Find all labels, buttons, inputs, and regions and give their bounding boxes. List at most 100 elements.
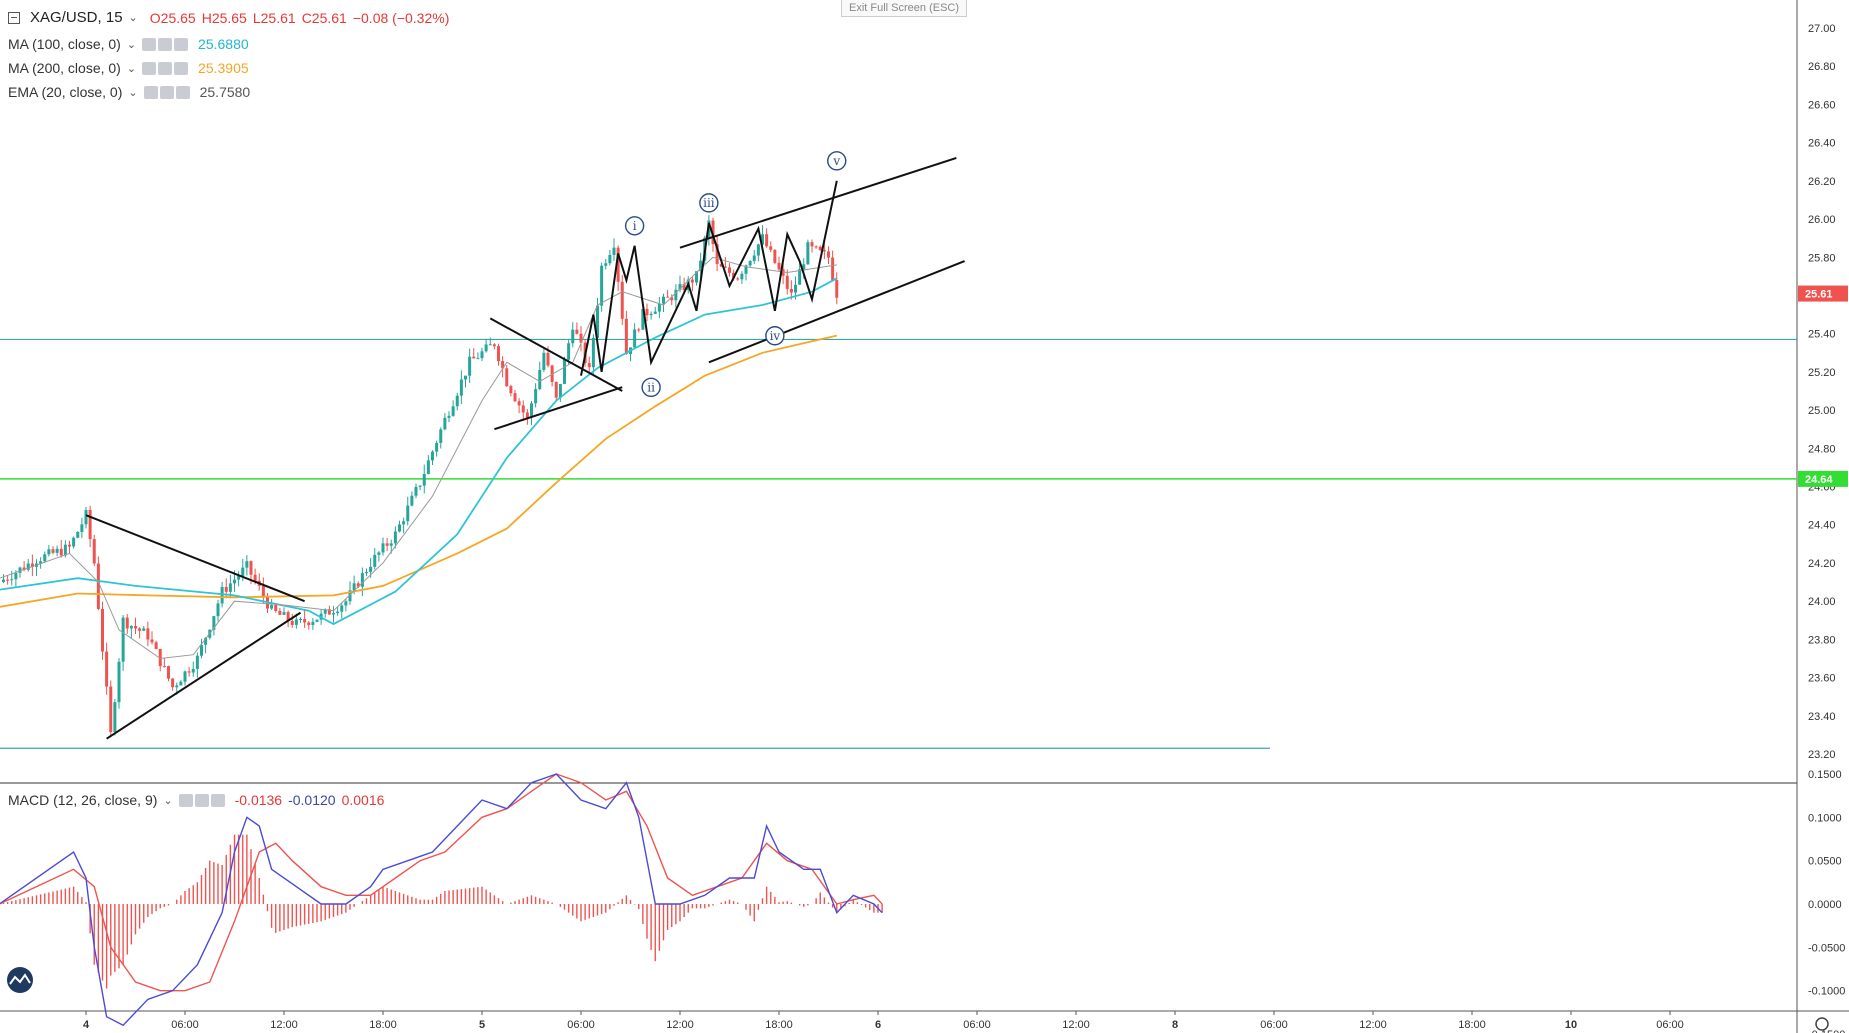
- collapse-legend-icon[interactable]: [8, 11, 20, 24]
- wave-label-circle: [765, 326, 785, 346]
- trendline: [85, 514, 305, 603]
- eye-icon[interactable]: [142, 61, 157, 75]
- price-tick-label: 25.80: [1808, 252, 1836, 264]
- close-icon[interactable]: [174, 37, 189, 51]
- indicator-ma200[interactable]: MA (200, close, 0) ⌄ 25.3905: [8, 60, 249, 76]
- candle-body: [794, 284, 797, 293]
- trendline: [708, 260, 965, 364]
- gear-icon[interactable]: [158, 37, 173, 51]
- candle-body: [204, 637, 208, 645]
- indicator-tools[interactable]: [178, 793, 225, 807]
- candle-body: [410, 495, 414, 506]
- candle-body: [525, 412, 529, 418]
- candle-body: [68, 544, 71, 547]
- candle-body: [740, 273, 744, 280]
- candle-body: [666, 296, 670, 298]
- chevron-down-icon[interactable]: ⌄: [163, 794, 173, 807]
- candle-body: [294, 619, 298, 625]
- macd-value-2: -0.0120: [288, 792, 336, 808]
- indicator-tools[interactable]: [142, 37, 189, 51]
- time-tick-label: 4: [83, 1019, 90, 1031]
- time-tick-label: 06:00: [171, 1019, 199, 1031]
- candle-body: [678, 284, 682, 290]
- gear-icon[interactable]: [159, 85, 174, 99]
- time-tick-label: 06:00: [1656, 1019, 1684, 1031]
- candle-body: [96, 563, 100, 609]
- indicator-name: MACD (12, 26, close, 9): [8, 792, 158, 808]
- chevron-down-icon[interactable]: ⌄: [128, 12, 138, 24]
- candle-body: [443, 417, 447, 430]
- close-icon[interactable]: [210, 793, 225, 807]
- candle-body: [146, 628, 150, 640]
- candle-body: [109, 686, 113, 733]
- exit-fullscreen-button[interactable]: Exit Full Screen (ESC): [841, 0, 967, 17]
- indicator-ema20[interactable]: EMA (20, close, 0) ⌄ 25.7580: [8, 84, 250, 100]
- candle-body: [501, 361, 505, 369]
- candle-body: [129, 626, 133, 629]
- indicator-tools[interactable]: [143, 85, 190, 99]
- candle-body: [187, 671, 191, 673]
- candle-body: [373, 554, 377, 567]
- ema20-line: [0, 256, 837, 660]
- candle-body: [121, 617, 125, 662]
- trendline: [106, 611, 302, 740]
- indicator-macd[interactable]: MACD (12, 26, close, 9) ⌄ -0.0136 -0.012…: [8, 792, 384, 808]
- candle-body: [26, 563, 30, 570]
- candle-body: [781, 269, 785, 276]
- candle-body: [554, 382, 558, 398]
- chevron-down-icon[interactable]: ⌄: [126, 62, 137, 75]
- candle-body: [579, 333, 583, 343]
- price-tick-label: 23.40: [1808, 711, 1836, 723]
- trendline: [489, 317, 623, 392]
- candle-body: [402, 521, 406, 525]
- candle-body: [398, 524, 401, 532]
- time-tick-label: 18:00: [369, 1019, 397, 1031]
- price-tick-label: 25.20: [1808, 367, 1836, 379]
- price-tick-label: 23.60: [1808, 673, 1836, 685]
- gear-icon[interactable]: [158, 61, 173, 75]
- candle-body: [270, 605, 274, 609]
- candle-body: [715, 244, 719, 264]
- gear-icon[interactable]: [194, 793, 209, 807]
- indicator-name: EMA (20, close, 0): [8, 84, 123, 100]
- candle-body: [748, 260, 752, 266]
- indicator-tools[interactable]: [142, 61, 189, 75]
- candle-body: [220, 586, 224, 604]
- candle-body: [818, 246, 822, 251]
- candle-body: [377, 552, 381, 555]
- time-tick-label: 06:00: [963, 1019, 991, 1031]
- macd-tick-label: -0.0500: [1808, 942, 1845, 954]
- candle-body: [521, 405, 525, 413]
- chevron-down-icon[interactable]: ⌄: [126, 38, 137, 51]
- candle-body: [101, 608, 104, 652]
- macd-tick-label: 0.1500: [1808, 769, 1842, 781]
- chevron-down-icon[interactable]: ⌄: [128, 86, 138, 99]
- close-icon[interactable]: [174, 61, 189, 75]
- candle-body: [488, 344, 492, 346]
- eye-icon[interactable]: [178, 793, 193, 807]
- candle-body: [88, 509, 92, 540]
- price-tick-label: 23.20: [1808, 749, 1836, 761]
- close-icon[interactable]: [175, 85, 190, 99]
- eye-icon[interactable]: [142, 37, 157, 51]
- candle-body: [657, 303, 661, 312]
- time-tick-label: 06:00: [1260, 1019, 1288, 1031]
- candle-body: [513, 393, 517, 402]
- candle-body: [695, 271, 698, 283]
- candle-body: [509, 386, 513, 394]
- candle-body: [360, 573, 364, 587]
- eye-icon[interactable]: [143, 85, 158, 99]
- indicator-ma100[interactable]: MA (100, close, 0) ⌄ 25.6880: [8, 36, 249, 52]
- candle-body: [752, 255, 756, 261]
- candle-body: [835, 280, 839, 298]
- symbol-title[interactable]: XAG/USD, 15: [30, 9, 123, 26]
- level-price-tag: 24.64: [1805, 474, 1833, 486]
- candle-body: [728, 267, 731, 273]
- time-tick-label: 06:00: [567, 1019, 595, 1031]
- candle-body: [150, 639, 154, 643]
- candle-body: [571, 329, 575, 344]
- price-tick-label: 25.00: [1808, 405, 1836, 417]
- candle-body: [138, 628, 142, 631]
- candle-body: [237, 576, 241, 580]
